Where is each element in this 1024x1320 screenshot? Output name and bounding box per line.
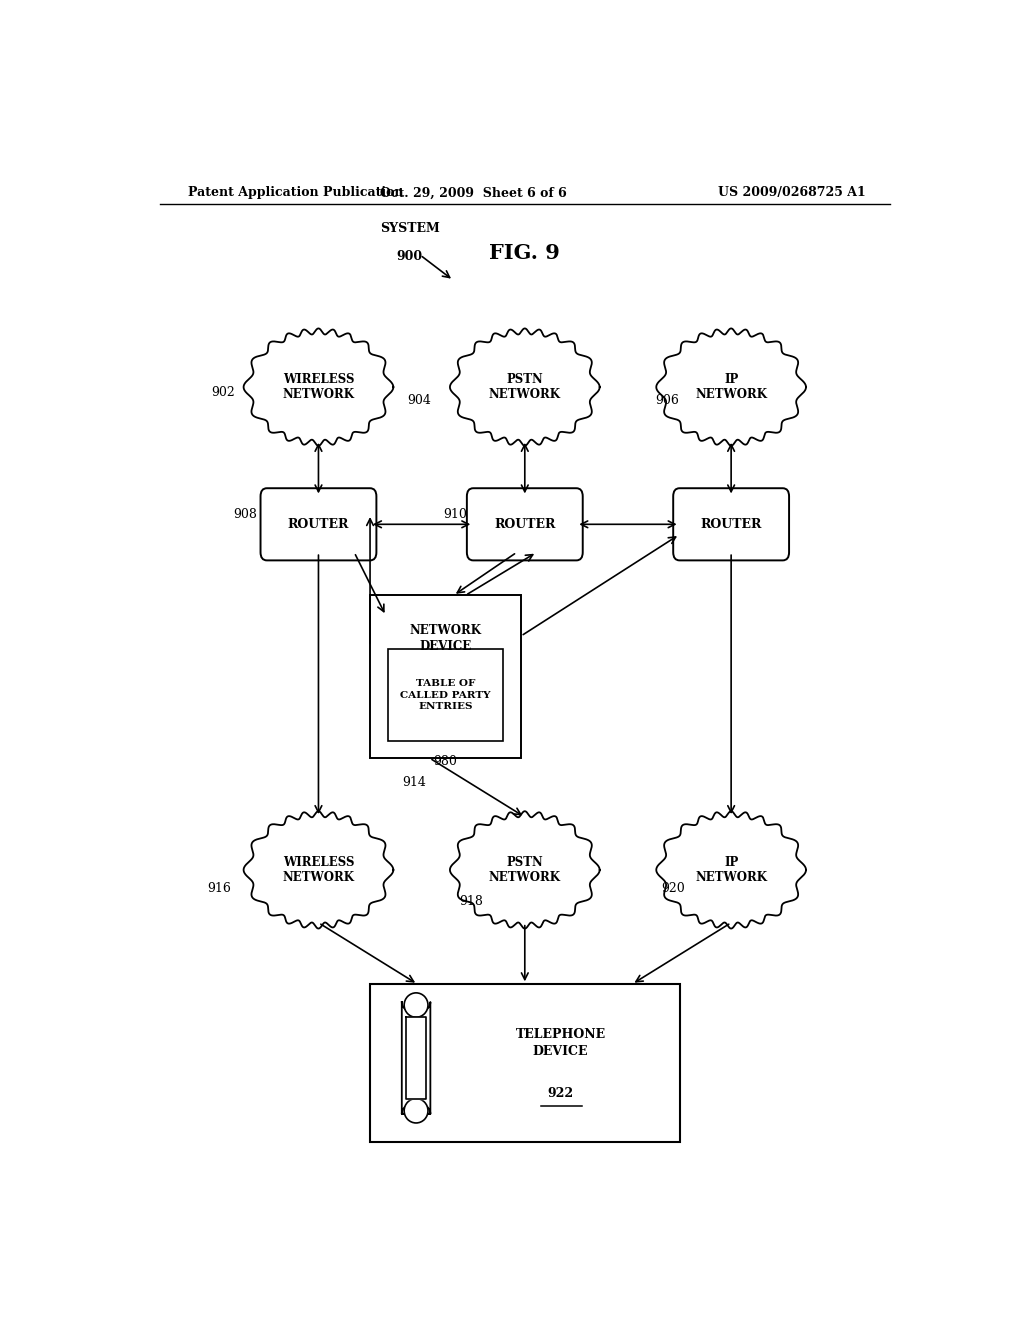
Text: Patent Application Publication: Patent Application Publication <box>187 186 403 199</box>
Text: 902: 902 <box>211 385 236 399</box>
Text: PSTN
NETWORK: PSTN NETWORK <box>488 374 561 401</box>
Text: Oct. 29, 2009  Sheet 6 of 6: Oct. 29, 2009 Sheet 6 of 6 <box>380 186 566 199</box>
Text: 912: 912 <box>680 508 703 520</box>
Polygon shape <box>656 329 806 446</box>
Polygon shape <box>244 329 393 446</box>
FancyBboxPatch shape <box>260 488 377 561</box>
Text: IP
NETWORK: IP NETWORK <box>695 374 767 401</box>
Text: 904: 904 <box>408 393 431 407</box>
FancyBboxPatch shape <box>467 488 583 561</box>
FancyBboxPatch shape <box>673 488 790 561</box>
Text: 916: 916 <box>207 882 231 895</box>
Text: 914: 914 <box>401 776 426 789</box>
Text: 906: 906 <box>655 393 680 407</box>
Text: FIG. 9: FIG. 9 <box>489 243 560 263</box>
Text: US 2009/0268725 A1: US 2009/0268725 A1 <box>718 186 866 199</box>
Text: 918: 918 <box>459 895 482 908</box>
Polygon shape <box>406 1018 426 1098</box>
Text: 908: 908 <box>233 508 257 520</box>
Polygon shape <box>450 329 600 446</box>
Text: ROUTER: ROUTER <box>700 517 762 531</box>
Polygon shape <box>656 812 806 928</box>
Text: IP
NETWORK: IP NETWORK <box>695 855 767 884</box>
Text: 920: 920 <box>662 882 685 895</box>
Text: TELEPHONE
DEVICE: TELEPHONE DEVICE <box>515 1028 605 1057</box>
Bar <box>388 649 503 741</box>
Text: 910: 910 <box>443 508 467 520</box>
Text: ROUTER: ROUTER <box>288 517 349 531</box>
Ellipse shape <box>404 1098 428 1123</box>
Text: NETWORK
DEVICE: NETWORK DEVICE <box>410 624 481 653</box>
Text: 922: 922 <box>548 1086 573 1100</box>
Text: 980: 980 <box>433 755 458 768</box>
Ellipse shape <box>404 993 428 1018</box>
Polygon shape <box>401 1002 430 1114</box>
Bar <box>370 985 680 1142</box>
Polygon shape <box>450 812 600 928</box>
Bar <box>370 595 521 758</box>
Text: WIRELESS
NETWORK: WIRELESS NETWORK <box>283 855 354 884</box>
Text: ROUTER: ROUTER <box>495 517 555 531</box>
Text: WIRELESS
NETWORK: WIRELESS NETWORK <box>283 374 354 401</box>
Text: PSTN
NETWORK: PSTN NETWORK <box>488 855 561 884</box>
Text: TABLE OF
CALLED PARTY
ENTRIES: TABLE OF CALLED PARTY ENTRIES <box>400 680 490 710</box>
Polygon shape <box>244 812 393 928</box>
Text: SYSTEM: SYSTEM <box>380 222 439 235</box>
Text: 900: 900 <box>396 249 423 263</box>
